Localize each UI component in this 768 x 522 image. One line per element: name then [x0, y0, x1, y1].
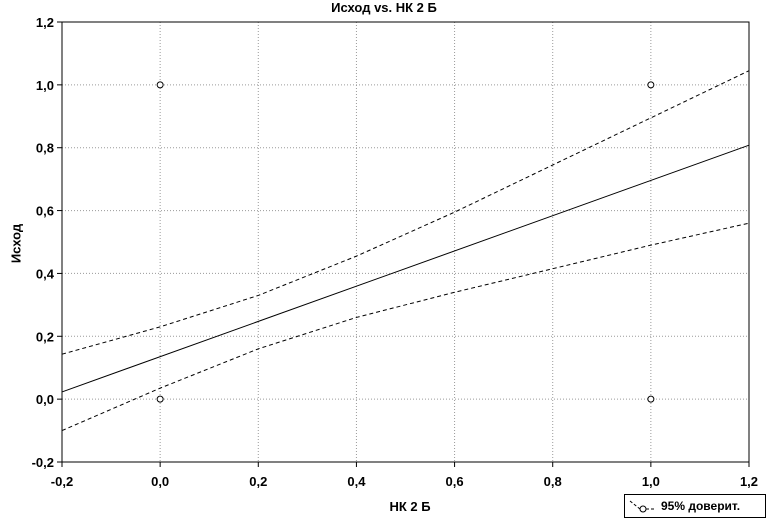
x-tick-label: 0,4	[347, 474, 366, 489]
chart-title: Исход vs. НК 2 Б	[331, 0, 437, 15]
legend: 95% доверит.	[624, 494, 766, 518]
y-tick-label: 0,6	[36, 204, 54, 219]
regression-line	[61, 144, 750, 393]
data-point	[156, 81, 164, 89]
ci-upper-line	[61, 70, 750, 355]
y-tick-label: -0,2	[32, 455, 54, 470]
y-tick-label: 1,2	[36, 15, 54, 30]
data-point	[647, 395, 655, 403]
y-tick-label: 0,8	[36, 141, 54, 156]
y-tick-label: 0,0	[36, 392, 54, 407]
x-tick-label: 0,8	[544, 474, 562, 489]
data-point	[647, 81, 655, 89]
x-tick-label: 1,2	[740, 474, 758, 489]
y-tick-label: 0,2	[36, 329, 54, 344]
x-tick-label: 1,0	[642, 474, 660, 489]
data-point	[156, 395, 164, 403]
y-tick-label: 0,4	[36, 266, 55, 281]
x-tick-label: 0,2	[249, 474, 267, 489]
y-tick-label: 1,0	[36, 78, 54, 93]
x-tick-label: 0,6	[446, 474, 464, 489]
legend-ci-icon	[629, 500, 656, 513]
x-tick-label: -0,2	[51, 474, 73, 489]
plot-frame	[61, 21, 750, 463]
legend-label: 95% доверит.	[661, 499, 741, 513]
ci-lower-line	[61, 222, 750, 432]
x-axis-label: НК 2 Б	[389, 499, 431, 514]
y-axis-label: Исход	[8, 223, 24, 264]
x-tick-label: 0,0	[151, 474, 169, 489]
